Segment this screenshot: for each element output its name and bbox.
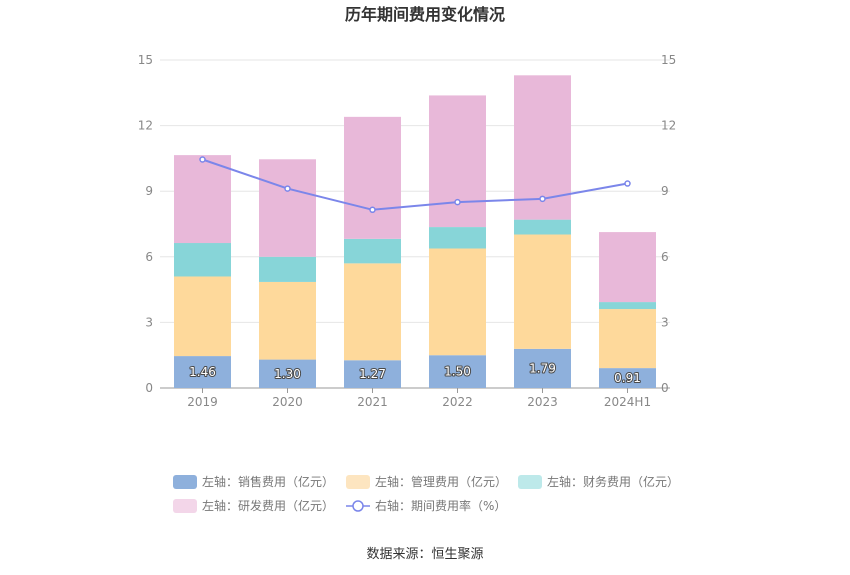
bar-segment (429, 95, 486, 228)
legend-swatch (173, 499, 197, 513)
bar-labels: 1.46 1.30 1.27 1.50 1.79 0.91 (188, 360, 642, 386)
x-tick-label: 2019 (187, 395, 218, 409)
bar-segment (429, 227, 486, 249)
bar-segment (259, 281, 316, 360)
ratio-point (369, 206, 376, 214)
bar-segment (174, 356, 231, 388)
left-tick-label: 15 (138, 53, 153, 67)
bar-segment (344, 116, 401, 239)
right-tick-label: 12 (661, 119, 676, 133)
bar-segment (514, 219, 571, 235)
bar-value-label: 1.30 (274, 367, 301, 381)
bar-segment (514, 348, 571, 388)
legend-point-swatch (352, 500, 364, 512)
bar-value-label: 0.91 (614, 371, 641, 385)
ratio-point (539, 195, 546, 203)
left-tick-label: 12 (138, 119, 153, 133)
legend-swatch (346, 475, 370, 489)
x-axis: 2019 2020 2021 2022 2023 2024H1 (187, 388, 651, 409)
left-tick-label: 0 (145, 381, 153, 395)
bar-segment (599, 232, 656, 303)
bar-segment (599, 302, 656, 310)
ratio-line (199, 156, 631, 214)
legend-swatch (518, 475, 542, 489)
ratio-point (284, 185, 291, 192)
bar-segment (259, 159, 316, 257)
bar-segment (429, 355, 486, 388)
x-tick-label: 2021 (357, 395, 388, 409)
bar-segment (259, 256, 316, 282)
ratio-line-path (202, 158, 628, 211)
bar-segment (344, 360, 401, 388)
x-tick-label: 2020 (272, 395, 303, 409)
bar-segment (599, 368, 656, 388)
right-tick-label: 9 (661, 184, 669, 198)
bar-segment (344, 263, 401, 361)
left-tick-label: 9 (145, 184, 153, 198)
bar-segment (174, 243, 231, 277)
x-tick-label: 2024H1 (604, 395, 651, 409)
bar-segment (259, 359, 316, 388)
right-tick-label: 0 (661, 381, 669, 395)
grid (160, 59, 670, 389)
right-tick-label: 15 (661, 53, 676, 67)
bar-segment (429, 248, 486, 356)
bars (174, 75, 656, 388)
legend-label: 左轴：管理费用（亿元） (375, 474, 507, 489)
legend-label: 左轴：研发费用（亿元） (202, 498, 334, 513)
left-tick-label: 3 (145, 315, 153, 329)
bar-segment (174, 155, 231, 244)
ratio-point (199, 156, 206, 163)
right-axis: 0 3 6 9 12 15 (661, 53, 676, 395)
legend-label: 右轴：期间费用率（%） (375, 498, 506, 513)
legend: 左轴：销售费用（亿元） 左轴：管理费用（亿元） 左轴：财务费用（亿元） 左轴：研发费用… (173, 474, 679, 513)
x-tick-label: 2023 (527, 395, 558, 409)
bar-value-label: 1.50 (444, 365, 471, 379)
bar-value-label: 1.79 (529, 361, 556, 375)
legend-label: 左轴：财务费用（亿元） (547, 474, 679, 489)
right-tick-label: 3 (661, 315, 669, 329)
ratio-point (454, 198, 461, 206)
bar-segment (174, 276, 231, 357)
bar-segment (344, 238, 401, 264)
bar-value-label: 1.46 (189, 365, 216, 379)
left-tick-label: 6 (145, 250, 153, 264)
legend-swatch (173, 475, 197, 489)
bar-segment (514, 234, 571, 349)
chart-title: 历年期间费用变化情况 (345, 5, 505, 24)
source-note: 数据来源：恒生聚源 (366, 547, 483, 562)
legend-label: 左轴：销售费用（亿元） (202, 474, 334, 489)
right-tick-label: 6 (661, 250, 669, 264)
ratio-point (624, 180, 631, 187)
bar-segment (599, 309, 656, 369)
x-tick-label: 2022 (442, 395, 473, 409)
left-axis: 0 3 6 9 12 15 (138, 53, 153, 395)
bar-value-label: 1.27 (359, 367, 386, 381)
